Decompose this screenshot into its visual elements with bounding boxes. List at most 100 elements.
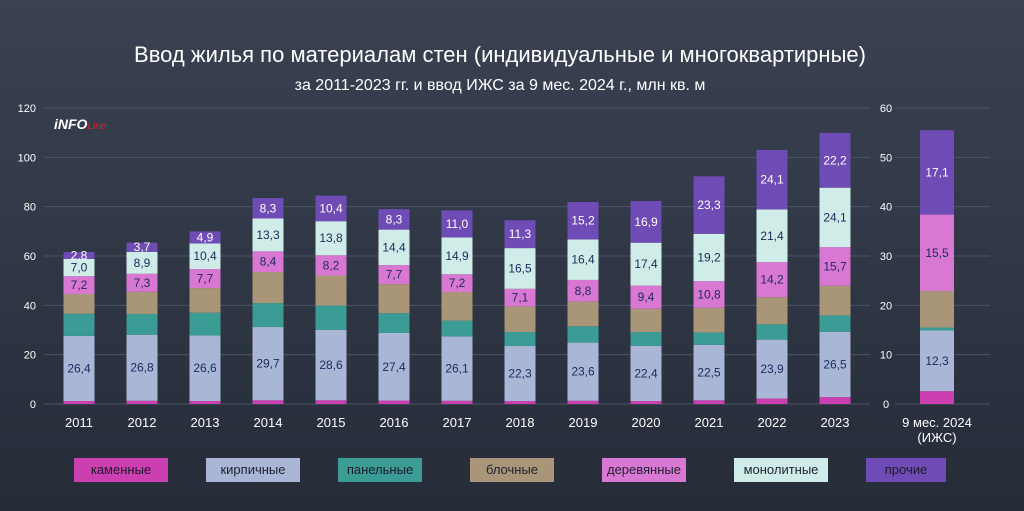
- x-axis-tick-label: 2014: [254, 415, 283, 430]
- data-label-монолитные: 16,4: [571, 253, 595, 267]
- logo-text-main: iNFO: [54, 116, 88, 132]
- bar-segment-блочные: [567, 301, 599, 327]
- bar-segment-блочные: [504, 306, 536, 332]
- bar-segment-деревянные: [693, 281, 725, 308]
- logo-text-accent: Line: [87, 121, 107, 132]
- bar-segment-кирпичные: [693, 344, 725, 401]
- data-label-кирпичные: 23,9: [760, 362, 784, 376]
- bar-segment-монолитные: [567, 239, 599, 280]
- data-label-прочие: 8,3: [260, 201, 277, 215]
- data-label-прочие: 15,2: [571, 214, 595, 228]
- data-label-прочие: 17,1: [925, 165, 949, 179]
- data-label-кирпичные: 22,4: [634, 366, 658, 380]
- bar-segment-панельные: [189, 312, 221, 336]
- bar-segment-каменные: [441, 400, 473, 404]
- data-label-кирпичные: 26,1: [445, 362, 469, 376]
- left-axis-tick-label: 20: [24, 350, 36, 362]
- bar-segment-каменные: [693, 400, 725, 404]
- bar-segment-монолитные: [126, 251, 158, 274]
- bar-segment-панельные: [693, 332, 725, 345]
- legend-item-панельные: панельные: [338, 458, 422, 482]
- bar-segment-деревянные: [567, 279, 599, 302]
- bar-segment-блочные: [126, 291, 158, 314]
- bar-segment-кирпичные: [567, 342, 599, 401]
- legend-item-прочие: прочие: [866, 458, 946, 482]
- left-axis-tick-label: 80: [24, 202, 36, 214]
- left-axis-tick-label: 0: [30, 399, 36, 411]
- data-label-монолитные: 13,3: [256, 228, 280, 242]
- chart-title: Ввод жилья по материалам стен (индивидуа…: [134, 42, 866, 67]
- x-axis-tick-label: 2020: [632, 415, 661, 430]
- left-axis-tick-label: 60: [24, 251, 36, 263]
- data-label-монолитные: 17,4: [634, 257, 658, 271]
- data-label-прочие: 11,0: [446, 217, 469, 231]
- bar-segment-панельные: [63, 313, 95, 336]
- bar-segment-панельные: [441, 320, 473, 337]
- bar-segment-каменные: [504, 401, 536, 404]
- data-label-кирпичные: 27,4: [382, 360, 406, 374]
- bar-segment-кирпичные: [126, 334, 158, 401]
- bar-segment-кирпичные: [756, 339, 788, 399]
- bar-segment-прочие: [630, 200, 662, 243]
- infoline-logo: iNFOLine: [54, 116, 106, 132]
- bar-segment-панельные: [567, 326, 599, 343]
- bar-segment-панельные: [819, 315, 851, 332]
- data-label-прочие: 24,1: [760, 173, 784, 187]
- bar-segment-монолитные: [252, 218, 284, 252]
- bar-segment-монолитные: [630, 242, 662, 286]
- bar-segment-каменные: [920, 391, 954, 404]
- x-axis-tick-label: 2021: [695, 415, 724, 430]
- bar-segment-панельные: [920, 327, 954, 331]
- bar-segment-панельные: [630, 331, 662, 346]
- x-axis-tick-label: 2017: [443, 415, 472, 430]
- bar-segment-блочные: [630, 308, 662, 332]
- chart-subtitle: за 2011-2023 гг. и ввод ИЖС за 9 мес. 20…: [294, 77, 706, 94]
- data-label-прочие: 22,2: [823, 153, 847, 167]
- data-label-монолитные: 14,4: [382, 240, 406, 254]
- bar-segment-прочие: [567, 201, 599, 240]
- data-label-кирпичные: 12,3: [925, 354, 949, 368]
- bar-segment-каменные: [126, 400, 158, 404]
- data-label-монолитные: 19,2: [697, 250, 721, 264]
- bar-segment-деревянные: [920, 214, 954, 292]
- data-label-кирпичные: 22,3: [508, 367, 532, 381]
- bar-segment-деревянные: [504, 288, 536, 307]
- data-label-монолитные: 7,0: [71, 261, 88, 275]
- data-label-деревянные: 7,2: [71, 278, 88, 292]
- right-axis-tick-label: 40: [880, 202, 892, 214]
- x-axis-tick-label: 2023: [821, 415, 850, 430]
- data-label-прочие: 10,4: [319, 201, 343, 215]
- bar-segment-кирпичные: [189, 335, 221, 402]
- side-x-axis-tick-label: 9 мес. 2024: [902, 415, 972, 430]
- x-axis-tick-label: 2012: [128, 415, 157, 430]
- bar-segment-монолитные: [756, 209, 788, 263]
- x-axis-tick-label: 2013: [191, 415, 220, 430]
- right-axis-tick-label: 30: [880, 251, 892, 263]
- bar-segment-кирпичные: [315, 329, 347, 401]
- bar-segment-каменные: [756, 398, 788, 404]
- data-label-прочие: 23,3: [697, 198, 721, 212]
- legend-item-монолитные: монолитные: [734, 458, 828, 482]
- bar-segment-кирпичные: [441, 336, 473, 401]
- right-axis-tick-label: 0: [883, 399, 889, 411]
- bar-segment-деревянные: [378, 265, 410, 285]
- data-label-деревянные: 15,5: [925, 246, 949, 260]
- data-label-кирпичные: 28,6: [319, 358, 343, 372]
- bar-segment-прочие: [693, 176, 725, 234]
- left-axis-tick-label: 120: [18, 103, 36, 115]
- legend-item-каменные: каменные: [74, 458, 168, 482]
- bar-segment-каменные: [378, 400, 410, 404]
- data-label-кирпичные: 29,7: [256, 357, 280, 371]
- data-label-кирпичные: 26,6: [193, 361, 217, 375]
- x-axis-tick-label: 2015: [317, 415, 346, 430]
- x-axis-tick-label: 2019: [569, 415, 598, 430]
- side-x-axis-tick-label: (ИЖС): [917, 430, 956, 445]
- data-label-монолитные: 21,4: [760, 229, 784, 243]
- data-label-монолитные: 24,1: [823, 210, 847, 224]
- bar-segment-кирпичные: [63, 335, 95, 402]
- right-axis-tick-label: 20: [880, 300, 892, 312]
- bar-segment-блочные: [819, 285, 851, 316]
- bar-segment-прочие: [378, 209, 410, 230]
- data-label-прочие: 8,3: [386, 212, 403, 226]
